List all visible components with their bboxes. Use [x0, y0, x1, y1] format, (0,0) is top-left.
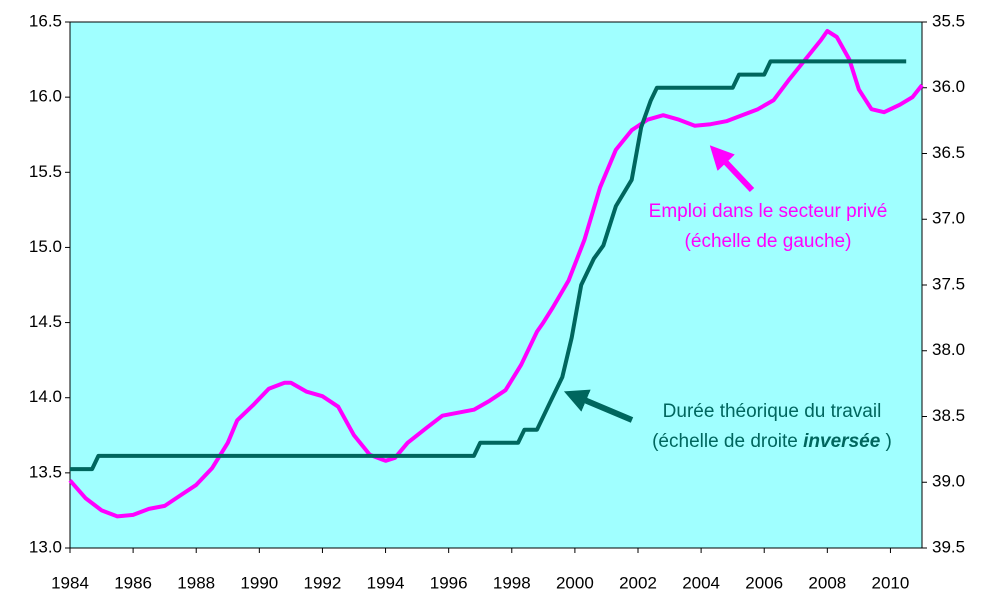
- annotation: (échelle de droite inversée ): [652, 431, 892, 452]
- y-tick-label: 16.5: [29, 11, 62, 30]
- annotation: Durée théorique du travail: [663, 401, 882, 422]
- y2-tick-label: 36.0: [932, 77, 965, 96]
- annotation-arrow: [563, 389, 634, 423]
- x-tick-label: 1988: [177, 573, 215, 592]
- y2-tick-label: 37.5: [932, 274, 965, 293]
- y-tick-label: 15.5: [29, 162, 62, 181]
- x-tick-label: 2010: [872, 573, 910, 592]
- y2-tick-label: 38.0: [932, 340, 965, 359]
- y-tick-label: 15.0: [29, 237, 62, 256]
- annotation-part: (échelle de droite: [652, 431, 803, 452]
- x-tick-label: 1992: [304, 573, 342, 592]
- x-tick-label: 2002: [619, 573, 657, 592]
- y-tick-label: 13.0: [29, 537, 62, 556]
- y2-tick-label: 37.0: [932, 209, 965, 228]
- x-tick-label: 2008: [808, 573, 846, 592]
- y2-tick-label: 38.5: [932, 406, 965, 425]
- y2-tick-label: 39.5: [932, 537, 965, 556]
- annotation: Emploi dans le secteur privé: [649, 201, 888, 222]
- y2-tick-label: 35.5: [932, 11, 965, 30]
- plot-area: [69, 21, 923, 549]
- y-tick-label: 14.0: [29, 387, 62, 406]
- x-tick-label: 2000: [556, 573, 594, 592]
- annotation: (échelle de gauche): [685, 231, 852, 252]
- y-tick-label: 16.0: [29, 87, 62, 106]
- y-tick-label: 14.5: [29, 312, 62, 331]
- x-tick-label: 2006: [745, 573, 783, 592]
- x-tick-label: 1990: [240, 573, 278, 592]
- y2-tick-label: 36.5: [932, 143, 965, 162]
- annotation-emphasis: inversée: [803, 431, 881, 452]
- x-tick-label: 1986: [114, 573, 152, 592]
- x-tick-label: 1984: [51, 573, 89, 592]
- y2-tick-label: 39.0: [932, 472, 965, 491]
- series-line: [70, 59, 907, 472]
- x-tick-label: 1998: [493, 573, 531, 592]
- x-tick-label: 1996: [430, 573, 468, 592]
- x-tick-label: 2004: [682, 573, 720, 592]
- y-tick-label: 13.5: [29, 462, 62, 481]
- annotation-part: ): [880, 431, 892, 452]
- annotation-arrow: [709, 145, 755, 193]
- x-tick-label: 1994: [367, 573, 405, 592]
- series-line: [68, 29, 924, 519]
